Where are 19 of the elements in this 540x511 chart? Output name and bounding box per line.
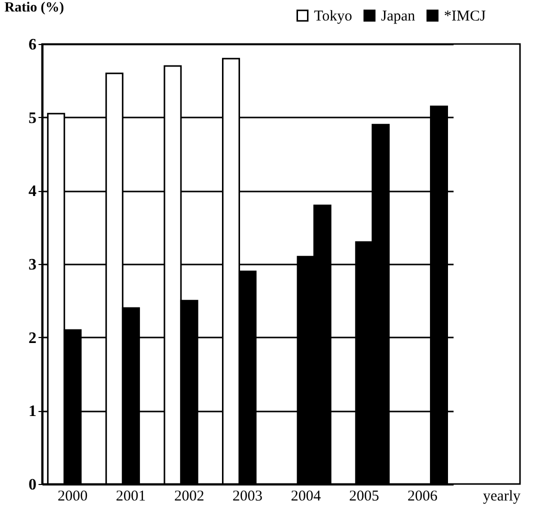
x-tick-label: 2000 (58, 488, 88, 504)
x-tick-label: 2005 (349, 488, 380, 504)
y-tick-label: 4 (28, 183, 36, 200)
x-tick-label: 2006 (407, 488, 438, 504)
y-tick-label: 2 (28, 330, 36, 347)
x-tick-label: 2001 (116, 488, 146, 504)
y-axis-title: Ratio (%) (4, 0, 64, 16)
legend-label: Japan (381, 8, 416, 25)
x-tick-label: 2003 (232, 488, 263, 504)
x-axis-title: yearly (483, 488, 521, 504)
y-tick-label: 0 (28, 476, 36, 494)
y-tick-label: 3 (28, 256, 36, 274)
y-tick-label: 6 (28, 36, 36, 54)
x-tick-label: 2002 (174, 488, 204, 504)
x-tick-label: 2004 (290, 488, 322, 504)
legend-label: *IMCJ (444, 8, 486, 25)
legend-label: Tokyo (314, 8, 352, 25)
y-tick-label: 5 (28, 110, 36, 127)
y-tick-label: 1 (28, 403, 36, 420)
